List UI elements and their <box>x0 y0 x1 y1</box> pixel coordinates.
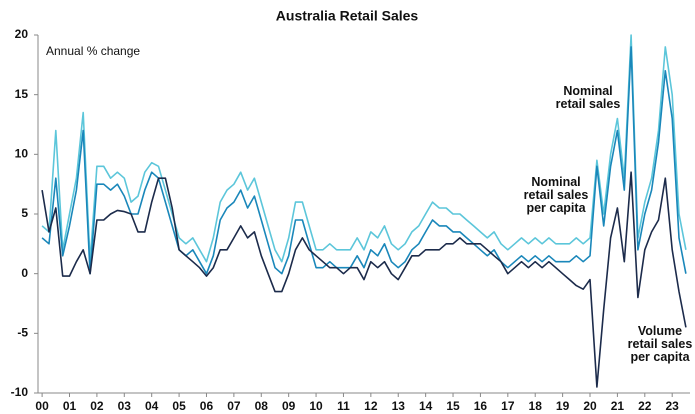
y-tick-label: 5 <box>21 206 28 220</box>
y-tick-label: 0 <box>21 266 28 280</box>
x-tick-label: 11 <box>337 399 350 413</box>
annotation: Nominal retail sales <box>556 84 621 111</box>
x-tick-label: 14 <box>419 399 433 413</box>
line-series <box>41 34 687 263</box>
annotation: Nominal retail sales per capita <box>524 175 589 215</box>
x-tick-label: 09 <box>282 399 296 413</box>
x-tick-label: 05 <box>172 399 186 413</box>
x-tick-label: 21 <box>611 399 625 413</box>
x-tick-label: 22 <box>638 399 652 413</box>
x-tick-label: 01 <box>63 399 77 413</box>
x-tick-label: 12 <box>364 399 378 413</box>
x-tick-label: 08 <box>255 399 269 413</box>
x-tick-label: 00 <box>35 399 49 413</box>
x-tick-label: 06 <box>200 399 214 413</box>
x-tick-label: 13 <box>392 399 406 413</box>
y-tick-label: 10 <box>15 147 29 161</box>
x-tick-label: 23 <box>666 399 680 413</box>
annotation-line: per capita <box>526 201 586 215</box>
annotation: Volume retail sales per capita <box>628 324 693 364</box>
line-series <box>41 46 687 275</box>
x-tick-label: 10 <box>309 399 323 413</box>
axis-label: Annual % change <box>46 44 140 58</box>
annotation-line: Nominal <box>563 84 612 98</box>
x-tick-label: 18 <box>529 399 543 413</box>
x-tick-label: 15 <box>446 399 460 413</box>
x-tick-label: 04 <box>145 399 159 413</box>
x-tick-label: 19 <box>556 399 570 413</box>
x-tick-label: 16 <box>474 399 488 413</box>
annotation-line: retail sales <box>556 97 621 111</box>
x-tick-label: 07 <box>227 399 241 413</box>
x-tick-label: 02 <box>90 399 104 413</box>
annotation-line: per capita <box>630 350 690 364</box>
x-tick-label: 03 <box>118 399 132 413</box>
annotation-line: retail sales <box>524 188 589 202</box>
y-tick-label: 15 <box>15 87 29 101</box>
y-tick-label: -5 <box>17 326 28 340</box>
annotation-line: retail sales <box>628 337 693 351</box>
annotation-line: Volume <box>638 324 682 338</box>
line-series <box>41 171 687 388</box>
annotation-line: Nominal <box>531 175 580 189</box>
x-tick-label: 20 <box>583 399 597 413</box>
chart-title: Australia Retail Sales <box>276 8 419 24</box>
y-tick-label: -10 <box>11 385 29 399</box>
x-tick-label: 17 <box>501 399 515 413</box>
y-tick-label: 20 <box>15 27 29 41</box>
